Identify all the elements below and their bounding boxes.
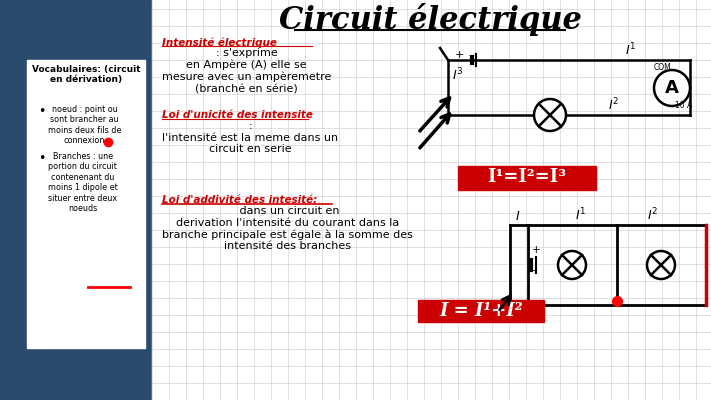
Text: noeud : point ou
sont brancher au
moins deux fils de
connexion: noeud : point ou sont brancher au moins … [48, 105, 122, 145]
Text: •: • [38, 105, 46, 118]
Text: I¹=I²=I³: I¹=I²=I³ [488, 168, 567, 186]
Bar [458, 166, 596, 190]
Text: Branches : une
portion du circuit
contenenant du
moins 1 dipole et
situer entre : Branches : une portion du circuit conten… [48, 152, 118, 213]
Text: -: - [532, 265, 536, 275]
Circle shape [647, 251, 675, 279]
Text: A: A [665, 79, 679, 97]
Circle shape [558, 251, 586, 279]
Text: Loi d'unicité des intensite: Loi d'unicité des intensite [162, 110, 313, 120]
Text: -: - [468, 50, 472, 60]
Circle shape [534, 99, 566, 131]
Text: Intensité électrique: Intensité électrique [162, 37, 277, 48]
Text: :
l'intensité est la meme dans un
circuit en serie: : l'intensité est la meme dans un circui… [162, 121, 338, 154]
Text: $I^1$: $I^1$ [625, 41, 636, 58]
Bar [418, 300, 544, 322]
Text: Loi d'addivité des intesité:: Loi d'addivité des intesité: [162, 195, 317, 205]
Text: $I^3$: $I^3$ [452, 66, 464, 83]
Text: $I^2$: $I^2$ [647, 206, 658, 223]
Text: COM: COM [654, 63, 672, 72]
Text: •: • [38, 152, 46, 165]
Bar [27, 60, 145, 348]
Text: Vocabulaires: (circuit
en dérivation): Vocabulaires: (circuit en dérivation) [32, 65, 140, 84]
Text: $I^2$: $I^2$ [608, 96, 619, 113]
Text: $I^1$: $I^1$ [575, 206, 587, 223]
Text: : s'exprime
en Ampère (A) elle se
mesure avec un ampèremetre
(branché en série): : s'exprime en Ampère (A) elle se mesure… [162, 48, 331, 94]
Text: 10 A: 10 A [675, 101, 693, 110]
Text: +: + [532, 245, 540, 255]
Text: I = I¹+I²: I = I¹+I² [439, 302, 523, 320]
Text: +: + [455, 50, 464, 60]
Bar [152, 0, 711, 400]
Circle shape [654, 70, 690, 106]
Text: dans un circuit en
derivation l'intensité du courant dans la
branche principale : dans un circuit en derivation l'intensit… [162, 206, 413, 252]
Text: $I$: $I$ [515, 210, 520, 223]
Text: Circuit électrique: Circuit électrique [279, 3, 582, 36]
